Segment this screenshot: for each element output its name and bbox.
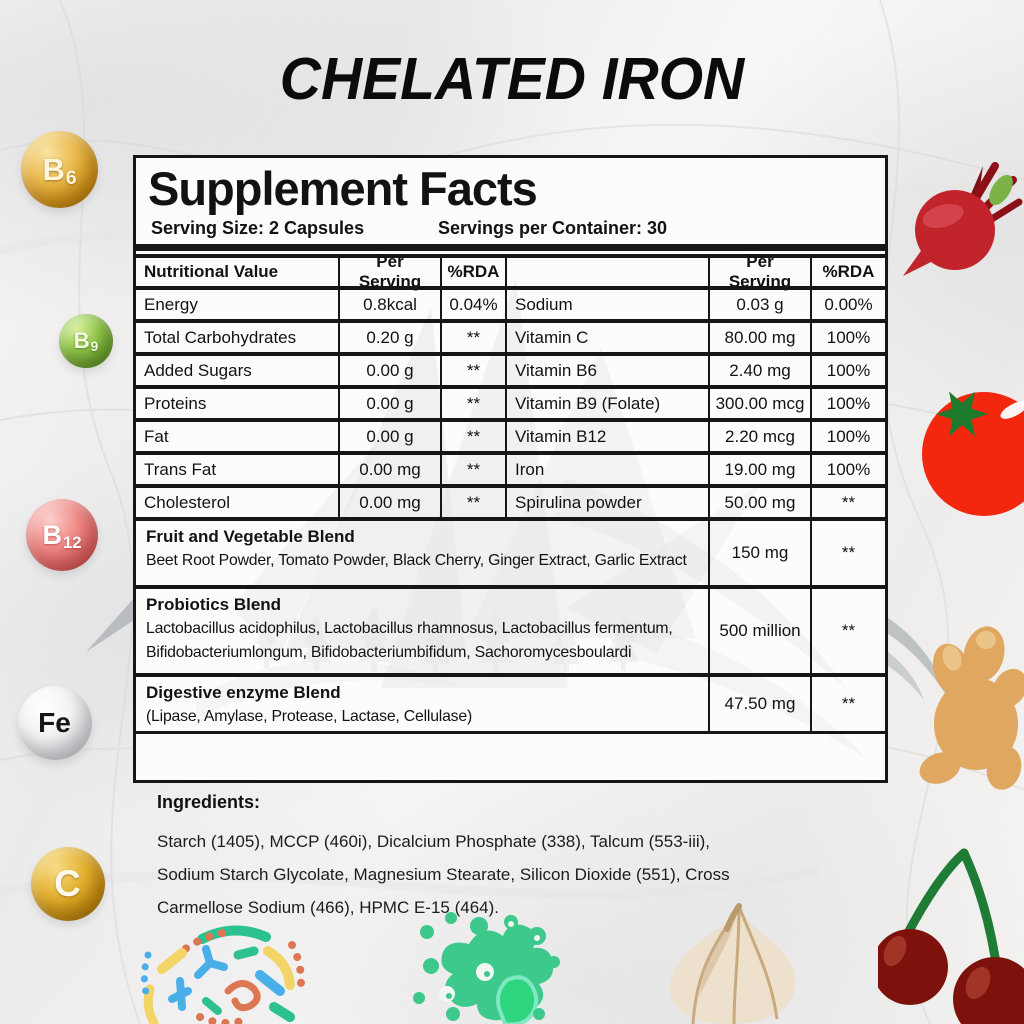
blend-name: Digestive enzyme Blend — [146, 683, 341, 703]
nutrient-amount: 0.20 g — [340, 319, 442, 353]
blend-amount: 500 million — [710, 585, 812, 674]
ball-label: B6 — [42, 151, 77, 190]
col-header-per-serving: Per Serving — [340, 252, 442, 291]
nutrient-name: Vitamin C — [507, 319, 710, 353]
nutrient-rda: ** — [442, 319, 507, 353]
blend-row: Probiotics Blend Lactobacillus acidophil… — [136, 585, 710, 674]
nutrient-name: Energy — [136, 286, 340, 320]
watermark-spike-left — [86, 598, 134, 652]
nutrient-rda: 100% — [812, 385, 885, 418]
blend-rda: ** — [812, 673, 885, 731]
nutrient-amount: 80.00 mg — [710, 319, 812, 353]
nutrient-name: Vitamin B9 (Folate) — [507, 385, 710, 419]
ingredients-label: Ingredients: — [157, 792, 261, 812]
blend-description: (Lipase, Amylase, Protease, Lactase, Cel… — [146, 708, 473, 726]
blend-description: Lactobacillus acidophilus, Lactobacillus… — [146, 620, 673, 661]
serving-info-row: Serving Size: 2 Capsules Servings per Co… — [136, 218, 885, 239]
blend-row: Digestive enzyme Blend (Lipase, Amylase,… — [136, 673, 710, 732]
ingredients-text: Starch (1405), MCCP (460i), Dicalcium Ph… — [157, 832, 730, 918]
nutrient-name: Proteins — [136, 385, 340, 419]
nutrition-table: Nutritional Value Per Serving %RDA Per S… — [136, 252, 885, 735]
ball-label: B9 — [73, 328, 99, 355]
nutrient-amount: 0.00 mg — [340, 484, 442, 518]
nutrient-rda: ** — [442, 484, 507, 518]
ball-label: C — [54, 863, 81, 904]
panel-heading: Supplement Facts — [148, 162, 538, 215]
col-header-nutritional-value: Nutritional Value — [136, 258, 340, 287]
nutrient-rda: 100% — [812, 418, 885, 451]
nutrient-amount: 0.00 g — [340, 418, 442, 452]
nutrient-name: Sodium — [507, 286, 710, 320]
nutrient-amount: 0.8kcal — [340, 286, 442, 320]
spirulina-splat-icon — [413, 912, 560, 1024]
col-header-blank — [507, 258, 710, 287]
nutrient-amount: 300.00 mcg — [710, 385, 812, 419]
col-header-rda-2: %RDA — [822, 262, 875, 282]
watermark-swoosh-right — [888, 618, 948, 700]
ball-label: Fe — [38, 707, 71, 738]
blend-name: Fruit and Vegetable Blend — [146, 527, 355, 547]
mountain-watermark — [196, 278, 866, 758]
beet-icon — [903, 162, 1023, 276]
nutrient-amount: 2.40 mg — [710, 352, 812, 386]
serving-size: Serving Size: 2 Capsules — [151, 218, 365, 239]
vitamin-b12-ball-icon: B12 — [26, 499, 98, 571]
product-title: CHELATED IRON — [279, 45, 745, 113]
nutrient-rda: 100% — [812, 319, 885, 352]
ingredients-section: Ingredients: Starch (1405), MCCP (460i),… — [157, 792, 732, 924]
nutrient-amount: 0.00 g — [340, 385, 442, 419]
nutrient-amount: 50.00 mg — [710, 484, 812, 518]
nutrient-amount: 0.03 g — [710, 286, 812, 320]
blend-amount: 47.50 mg — [710, 673, 812, 732]
nutrient-rda: ** — [812, 484, 885, 517]
nutrient-rda: 100% — [812, 451, 885, 484]
probiotics-icon — [140, 925, 305, 1024]
nutrient-amount: 0.00 g — [340, 352, 442, 386]
nutrient-rda: ** — [442, 418, 507, 452]
blend-row: Fruit and Vegetable Blend Beet Root Powd… — [136, 517, 710, 586]
vitamin-b6-ball-icon: B6 — [21, 131, 98, 208]
nutrient-rda: 100% — [812, 352, 885, 385]
nutrient-name: Spirulina powder — [507, 484, 710, 518]
nutrient-name: Cholesterol — [136, 484, 340, 518]
col-header-per-serving-2: Per Serving — [710, 252, 812, 291]
col-header-rda: %RDA — [442, 258, 507, 287]
vitamin-c-ball-icon: C — [31, 847, 105, 921]
vitamin-b9-ball-icon: B9 — [59, 314, 113, 368]
nutrient-name: Added Sugars — [136, 352, 340, 386]
blend-rda: ** — [812, 585, 885, 673]
supplement-facts-panel: Supplement Facts Serving Size: 2 Capsule… — [133, 155, 888, 783]
blend-description: Beet Root Powder, Tomato Powder, Black C… — [146, 552, 687, 570]
nutrient-amount: 19.00 mg — [710, 451, 812, 485]
nutrient-amount: 0.00 mg — [340, 451, 442, 485]
nutrient-rda: ** — [442, 385, 507, 419]
nutrient-name: Trans Fat — [136, 451, 340, 485]
nutrient-name: Iron — [507, 451, 710, 485]
blend-rda: ** — [812, 517, 885, 585]
nutrient-rda: 0.04% — [442, 286, 507, 320]
tomato-icon — [922, 391, 1024, 516]
nutrient-name: Fat — [136, 418, 340, 452]
nutrient-rda: ** — [442, 451, 507, 485]
servings-per-container: Servings per Container: 30 — [438, 218, 668, 239]
blend-name: Probiotics Blend — [146, 595, 282, 615]
iron-fe-ball-icon: Fe — [18, 686, 92, 760]
ball-label: B12 — [42, 519, 82, 552]
nutrient-amount: 2.20 mcg — [710, 418, 812, 452]
nutrient-rda: ** — [442, 352, 507, 386]
ginger-icon — [919, 626, 1024, 790]
nutrient-name: Vitamin B12 — [507, 418, 710, 452]
blend-amount: 150 mg — [710, 517, 812, 586]
cherries-icon — [878, 848, 1024, 1024]
garlic-icon — [669, 903, 796, 1024]
nutrient-rda: 0.00% — [812, 286, 885, 319]
nutrient-name: Total Carbohydrates — [136, 319, 340, 353]
divider-bar — [136, 244, 885, 252]
nutrient-name: Vitamin B6 — [507, 352, 710, 386]
